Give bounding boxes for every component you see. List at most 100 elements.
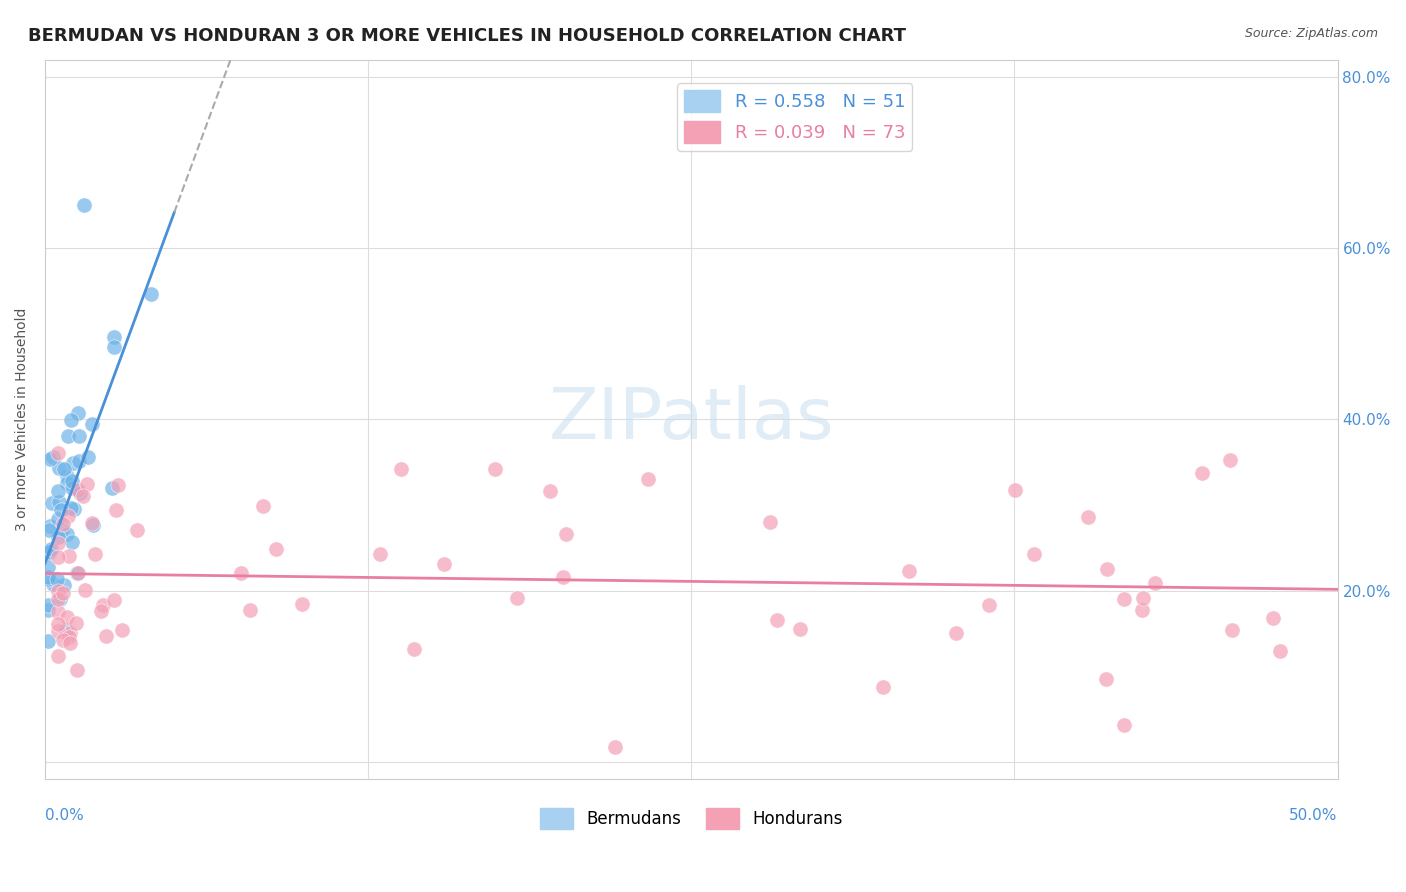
Point — [58, 636, 80, 650]
Point — [252, 499, 274, 513]
Point — [103, 592, 125, 607]
Point — [1004, 483, 1026, 498]
Point — [67, 429, 90, 443]
Point — [49, 503, 72, 517]
Point — [1270, 644, 1292, 658]
Y-axis label: 3 or more Vehicles in Household: 3 or more Vehicles in Household — [15, 308, 30, 531]
Point — [1077, 509, 1099, 524]
Point — [404, 641, 426, 656]
Point — [107, 478, 129, 492]
Point — [229, 566, 252, 580]
Point — [46, 605, 69, 619]
Point — [69, 486, 91, 500]
Point — [66, 566, 89, 580]
Point — [60, 475, 83, 489]
Point — [551, 570, 574, 584]
Point — [72, 489, 94, 503]
Point — [46, 446, 69, 460]
Point — [1112, 591, 1135, 606]
Point — [555, 527, 578, 541]
Point — [105, 503, 128, 517]
Point — [37, 634, 59, 648]
Point — [46, 530, 69, 544]
Point — [765, 613, 787, 627]
Point — [52, 586, 75, 600]
Point — [37, 602, 59, 616]
Point — [49, 592, 72, 607]
Point — [1191, 466, 1213, 480]
Point — [506, 591, 529, 605]
Point — [484, 462, 506, 476]
Text: ZIPatlas: ZIPatlas — [548, 384, 834, 454]
Point — [80, 417, 103, 431]
Point — [39, 452, 62, 467]
Point — [59, 413, 82, 427]
Point — [46, 616, 69, 631]
Point — [139, 287, 162, 301]
Point — [58, 508, 80, 523]
Point — [67, 566, 90, 580]
Point — [48, 495, 70, 509]
Point — [1094, 672, 1116, 686]
Point — [91, 598, 114, 612]
Point — [76, 450, 98, 465]
Point — [73, 583, 96, 598]
Point — [264, 542, 287, 557]
Point — [38, 545, 60, 559]
Point — [82, 516, 104, 530]
Point — [52, 462, 75, 476]
Point — [73, 198, 96, 212]
Point — [789, 622, 811, 636]
Point — [46, 536, 69, 550]
Point — [46, 624, 69, 638]
Point — [58, 630, 80, 644]
Point — [42, 450, 65, 465]
Point — [125, 524, 148, 538]
Point — [52, 632, 75, 647]
Point — [46, 484, 69, 499]
Point — [103, 340, 125, 354]
Point — [60, 481, 83, 495]
Point — [1220, 624, 1243, 638]
Point — [38, 523, 60, 537]
Point — [60, 500, 83, 515]
Text: 50.0%: 50.0% — [1289, 807, 1337, 822]
Point — [291, 597, 314, 611]
Point — [66, 483, 89, 497]
Point — [38, 519, 60, 533]
Point — [238, 602, 260, 616]
Point — [1261, 611, 1284, 625]
Point — [56, 527, 79, 541]
Text: BERMUDAN VS HONDURAN 3 OR MORE VEHICLES IN HOUSEHOLD CORRELATION CHART: BERMUDAN VS HONDURAN 3 OR MORE VEHICLES … — [28, 27, 905, 45]
Point — [52, 578, 75, 592]
Point — [897, 564, 920, 578]
Point — [84, 548, 107, 562]
Point — [538, 483, 561, 498]
Point — [37, 598, 59, 612]
Point — [368, 547, 391, 561]
Point — [62, 457, 84, 471]
Point — [38, 546, 60, 560]
Point — [103, 330, 125, 344]
Point — [1095, 561, 1118, 575]
Point — [58, 429, 80, 443]
Point — [42, 577, 65, 591]
Point — [46, 512, 69, 526]
Text: 0.0%: 0.0% — [45, 807, 84, 822]
Point — [62, 501, 84, 516]
Legend: Bermudans, Hondurans: Bermudans, Hondurans — [533, 802, 849, 835]
Point — [67, 406, 90, 420]
Point — [637, 472, 659, 486]
Text: Source: ZipAtlas.com: Source: ZipAtlas.com — [1244, 27, 1378, 40]
Point — [48, 460, 70, 475]
Point — [111, 624, 134, 638]
Point — [65, 615, 87, 630]
Point — [605, 739, 627, 754]
Point — [389, 462, 412, 476]
Point — [76, 477, 98, 491]
Point — [101, 481, 124, 495]
Point — [56, 609, 79, 624]
Point — [56, 475, 79, 490]
Point — [60, 535, 83, 549]
Point — [67, 454, 90, 468]
